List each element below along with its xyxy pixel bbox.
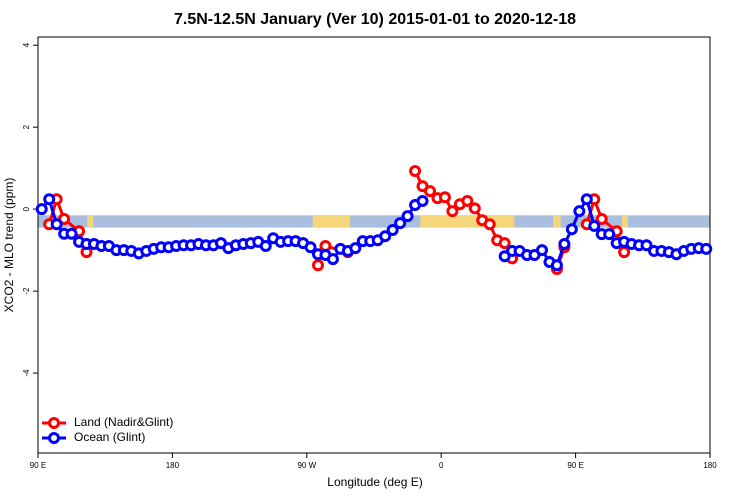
x-tick-label: 180 (166, 461, 180, 470)
point (394, 217, 407, 230)
land-region (553, 215, 561, 228)
legend-marker (48, 432, 60, 444)
point (65, 227, 78, 240)
point (700, 242, 713, 255)
x-tick-label: 180 (703, 461, 717, 470)
point (498, 237, 511, 250)
point (498, 250, 511, 263)
land-region (420, 215, 515, 228)
land-region (87, 215, 94, 228)
point (401, 210, 414, 223)
point (58, 212, 71, 225)
y-axis-label: XCO2 - MLO trend (ppm) (2, 178, 16, 313)
chart-title: 7.5N-12.5N January (Ver 10) 2015-01-01 t… (174, 11, 576, 28)
y-tick-label: 2 (22, 124, 31, 129)
point (312, 259, 324, 272)
point (386, 224, 399, 237)
y-tick-label: 4 (22, 42, 31, 47)
point (50, 218, 63, 231)
legend-label: Land (Nadir&Glint) (74, 415, 173, 429)
point (259, 240, 272, 253)
point (43, 193, 56, 206)
point (550, 259, 563, 272)
point (349, 242, 362, 255)
ocean-band (38, 215, 710, 228)
y-tick-label: -4 (22, 369, 31, 377)
point (588, 219, 601, 232)
point (618, 246, 631, 259)
point (468, 202, 481, 215)
x-tick-label: 90 E (30, 461, 46, 470)
point (640, 239, 653, 252)
point (565, 223, 578, 236)
y-tick-label: -2 (22, 287, 31, 295)
land-region (621, 215, 628, 228)
x-tick-label: 90 W (297, 461, 316, 470)
point (424, 185, 436, 198)
legend-marker (48, 417, 60, 429)
point (573, 205, 586, 218)
point (558, 237, 571, 250)
land-region (312, 215, 351, 228)
point (438, 191, 451, 204)
point (304, 241, 317, 254)
point (595, 212, 608, 225)
point (35, 203, 48, 216)
point (379, 230, 392, 243)
y-tick-label: 0 (22, 206, 31, 211)
x-tick-label: 90 E (567, 461, 583, 470)
point (446, 205, 459, 218)
x-axis-label: Longitude (deg E) (327, 475, 422, 489)
point (326, 253, 339, 266)
point (580, 193, 593, 206)
point (409, 165, 422, 178)
point (483, 218, 496, 231)
x-tick-label: 0 (439, 461, 444, 470)
point (603, 228, 616, 241)
legend-label: Ocean (Glint) (74, 430, 145, 444)
point (536, 244, 548, 257)
point (461, 194, 474, 207)
point (416, 194, 429, 207)
